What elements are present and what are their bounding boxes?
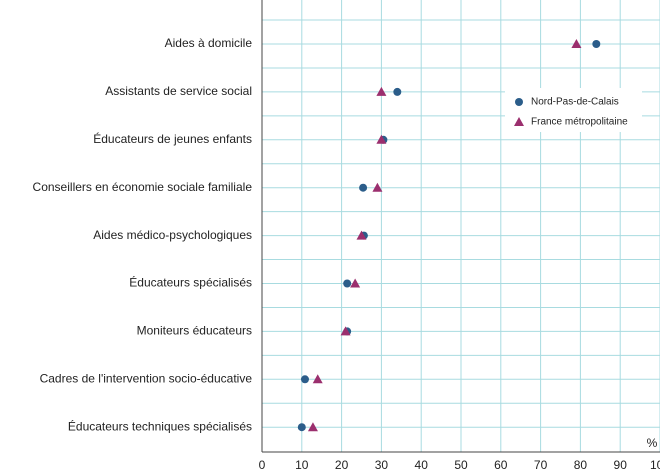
dot [350,278,361,288]
dot [372,182,383,192]
x-tick-label: 20 [335,458,349,472]
category-label: Éducateurs spécialisés [129,275,252,290]
dot [297,423,306,432]
x-tick-label: 30 [375,458,389,472]
x-axis-label: % [647,436,658,450]
category-label: Assistants de service social [105,84,252,98]
dot [376,134,387,144]
dot [300,375,309,384]
x-tick-label: 40 [415,458,429,472]
legend-marker [515,98,523,106]
x-tick-label: 0 [259,458,266,472]
x-tick-label: 90 [614,458,628,472]
x-tick-label: 100 [650,458,660,472]
x-tick-label: 50 [454,458,468,472]
legend-marker [514,117,524,126]
dot [592,40,601,48]
dot [359,183,368,192]
category-label: Conseillers en économie sociale familial… [33,180,253,194]
dot [571,39,582,48]
dot [343,279,352,288]
legend-label: France métropolitaine [531,117,628,128]
dot [307,422,318,432]
legend: Nord-Pas-de-Calais France métropolitaine [505,88,642,132]
legend-label: Nord-Pas-de-Calais [531,97,619,108]
x-tick-label: 70 [534,458,548,472]
legend-box [505,88,642,132]
category-label: Éducateurs techniques spécialisés [68,418,252,433]
category-label: Aides médico-psychologiques [93,228,252,242]
dot [356,230,367,240]
dot [340,326,351,336]
category-label: Éducateurs de jeunes enfants [93,131,252,146]
x-tick-label: 10 [295,458,309,472]
category-label: Cadres de l'intervention socio-éducative [40,371,253,385]
category-label: Moniteurs éducateurs [137,324,252,338]
x-tick-label: 80 [574,458,588,472]
x-tick-label: 60 [494,458,508,472]
dot [312,374,323,384]
category-label: Aides à domicile [165,36,253,50]
dot [393,87,402,96]
dot [376,86,387,96]
